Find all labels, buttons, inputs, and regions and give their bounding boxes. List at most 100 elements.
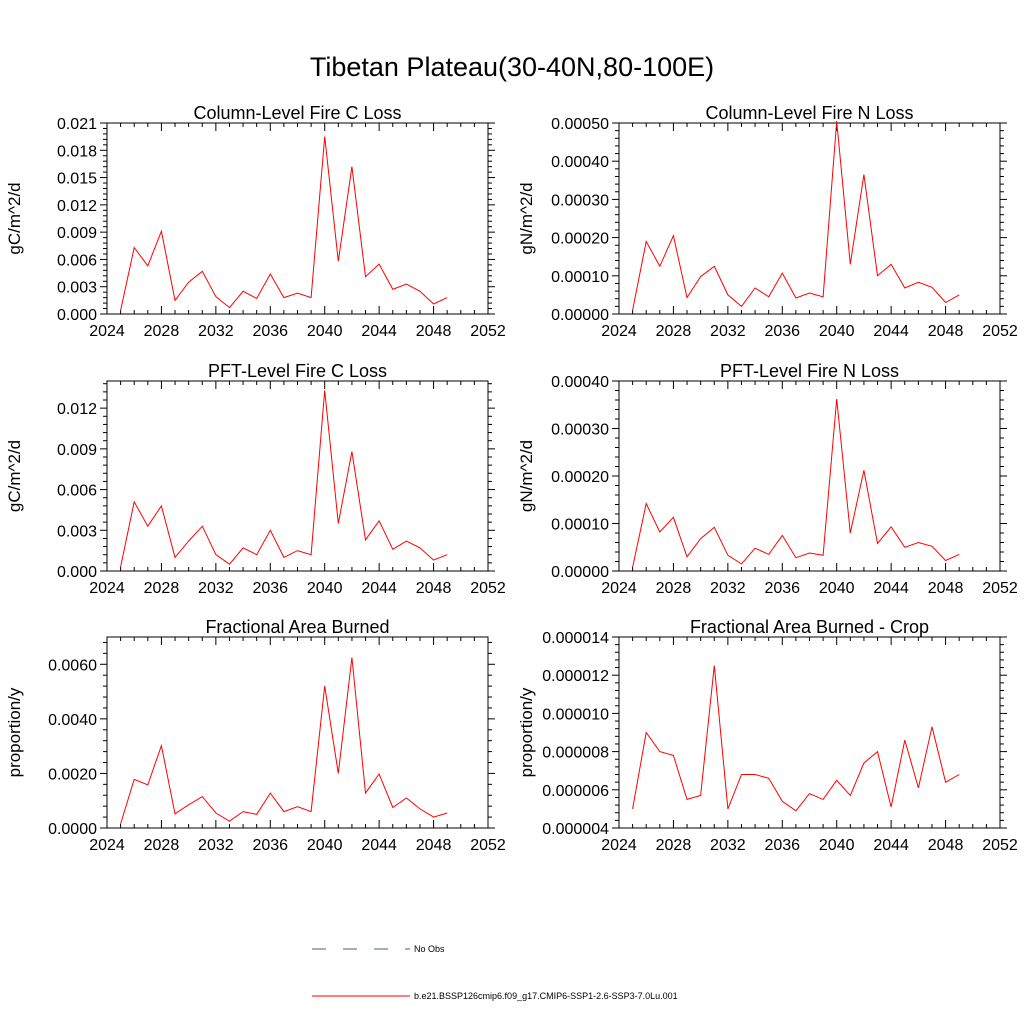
y-tick-label: 0.003: [57, 523, 97, 540]
y-tick-label: 0.0020: [48, 766, 97, 783]
chart-panel: Fractional Area Burned proportion/y 2024 20…: [5, 617, 506, 854]
y-axis-label: proportion/y: [517, 687, 536, 777]
x-tick-label: 2052: [982, 837, 1018, 854]
y-tick-label: 0.012: [57, 401, 97, 418]
x-tick-label: 2048: [928, 323, 964, 340]
x-tick-label: 2024: [601, 323, 637, 340]
x-tick-label: 2036: [764, 580, 800, 597]
y-tick-label: 0.009: [57, 225, 97, 242]
legend-label-model-run: b.e21.BSSP126cmip6.f09_g17.CMIP6-SSP1-2.…: [414, 991, 678, 1001]
y-tick-label: 0.0040: [48, 712, 97, 729]
x-tick-label: 2032: [710, 323, 746, 340]
y-axis-label: gC/m^2/d: [5, 440, 24, 512]
x-tick-label: 2024: [89, 323, 125, 340]
y-tick-label: 0.000010: [542, 706, 609, 723]
x-tick-label: 2024: [89, 837, 125, 854]
x-tick-label: 2040: [307, 323, 343, 340]
y-tick-label: 0.00040: [551, 374, 609, 391]
y-tick-label: 0.0000: [48, 821, 97, 838]
y-tick-label: 0.00020: [551, 231, 609, 248]
x-tick-label: 2048: [416, 580, 452, 597]
panel-title: Fractional Area Burned: [205, 617, 389, 637]
series-line: [120, 136, 448, 311]
y-tick-label: 0.00000: [551, 564, 609, 581]
x-tick-label: 2040: [307, 837, 343, 854]
y-tick-label: 0.021: [57, 116, 97, 133]
x-tick-label: 2040: [819, 323, 855, 340]
y-tick-label: 0.000012: [542, 668, 609, 685]
y-axis-label: gN/m^2/d: [517, 440, 536, 512]
x-tick-label: 2044: [361, 837, 397, 854]
y-axis-label: gN/m^2/d: [517, 182, 536, 254]
y-tick-label: 0.003: [57, 280, 97, 297]
y-tick-label: 0.00030: [551, 192, 609, 209]
x-tick-label: 2052: [982, 323, 1018, 340]
x-tick-label: 2036: [252, 837, 288, 854]
x-tick-label: 2028: [144, 323, 180, 340]
y-tick-label: 0.00010: [551, 269, 609, 286]
legend: No Obs b.e21.BSSP126cmip6.f09_g17.CMIP6-…: [312, 944, 678, 1001]
x-tick-label: 2044: [361, 580, 397, 597]
series-line: [632, 398, 960, 568]
chart-panels: Column-Level Fire C Loss gC/m^2/d 2024 2028…: [5, 103, 1018, 854]
y-tick-label: 0.006: [57, 252, 97, 269]
y-tick-label: 0.00020: [551, 469, 609, 486]
x-tick-label: 2044: [873, 837, 909, 854]
x-tick-label: 2028: [144, 837, 180, 854]
y-tick-label: 0.0060: [48, 657, 97, 674]
y-tick-label: 0.009: [57, 442, 97, 459]
x-tick-label: 2032: [198, 323, 234, 340]
x-tick-label: 2044: [873, 323, 909, 340]
chart-panel: Column-Level Fire N Loss gN/m^2/d 2024 2028…: [517, 103, 1018, 340]
x-tick-label: 2048: [928, 837, 964, 854]
x-tick-label: 2040: [819, 837, 855, 854]
y-tick-label: 0.000008: [542, 745, 609, 762]
x-tick-label: 2028: [656, 580, 692, 597]
series-line: [120, 657, 448, 825]
x-tick-label: 2052: [470, 323, 506, 340]
x-tick-label: 2052: [470, 580, 506, 597]
panel-title: PFT-Level Fire C Loss: [208, 361, 387, 381]
y-tick-label: 0.000004: [542, 821, 609, 838]
y-tick-label: 0.00010: [551, 517, 609, 534]
series-line: [632, 121, 960, 311]
x-tick-label: 2028: [144, 580, 180, 597]
y-tick-label: 0.000014: [542, 630, 609, 647]
y-axis-label: proportion/y: [5, 687, 24, 777]
x-tick-label: 2028: [656, 323, 692, 340]
x-tick-label: 2048: [928, 580, 964, 597]
series-line: [632, 665, 960, 812]
chart-panel: PFT-Level Fire N Loss gN/m^2/d 2024 2028 203…: [517, 361, 1018, 597]
x-tick-label: 2036: [252, 580, 288, 597]
x-tick-label: 2040: [307, 580, 343, 597]
y-tick-label: 0.000: [57, 307, 97, 324]
x-tick-label: 2036: [764, 323, 800, 340]
legend-label-no-obs: No Obs: [414, 944, 445, 954]
x-tick-label: 2036: [252, 323, 288, 340]
x-tick-label: 2048: [416, 323, 452, 340]
y-tick-label: 0.00050: [551, 116, 609, 133]
figure-title: Tibetan Plateau(30-40N,80-100E): [310, 52, 714, 82]
x-tick-label: 2032: [710, 837, 746, 854]
x-tick-label: 2052: [470, 837, 506, 854]
x-tick-label: 2024: [601, 580, 637, 597]
panel-title: PFT-Level Fire N Loss: [720, 361, 899, 381]
x-tick-label: 2036: [764, 837, 800, 854]
y-tick-label: 0.006: [57, 483, 97, 500]
x-tick-label: 2032: [198, 837, 234, 854]
chart-panel: PFT-Level Fire C Loss gC/m^2/d 2024 2028 203…: [5, 361, 506, 597]
y-tick-label: 0.00000: [551, 307, 609, 324]
x-tick-label: 2044: [361, 323, 397, 340]
y-tick-label: 0.00040: [551, 154, 609, 171]
x-tick-label: 2032: [710, 580, 746, 597]
series-line: [120, 390, 448, 568]
chart-panel: Column-Level Fire C Loss gC/m^2/d 2024 2028…: [5, 103, 506, 340]
x-tick-label: 2052: [982, 580, 1018, 597]
y-tick-label: 0.00030: [551, 422, 609, 439]
panel-title: Column-Level Fire C Loss: [193, 103, 401, 123]
x-tick-label: 2024: [601, 837, 637, 854]
x-tick-label: 2028: [656, 837, 692, 854]
x-tick-label: 2044: [873, 580, 909, 597]
x-tick-label: 2024: [89, 580, 125, 597]
